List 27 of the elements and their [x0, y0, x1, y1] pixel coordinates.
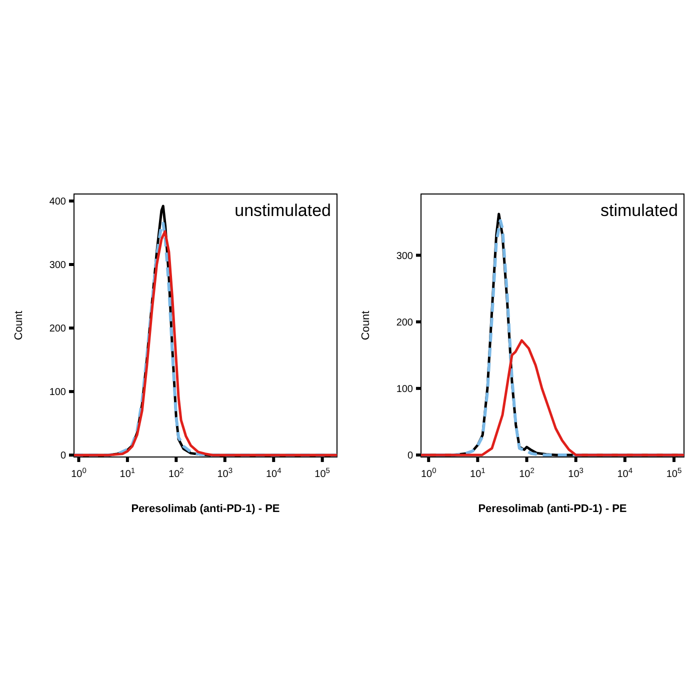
x-tick-label: 10$^{5}$ [666, 466, 682, 480]
y-tick-label: 200 [49, 324, 66, 335]
chart-title: stimulated [600, 201, 678, 220]
x-tick-label: 10$^{1}$ [120, 466, 136, 480]
x-tick-label: 10$^{1}$ [470, 466, 486, 480]
y-tick-label: 300 [49, 260, 66, 272]
x-axis-title: Peresolimab (anti-PD-1) - PE [478, 503, 627, 515]
x-tick-label: 10$^{3}$ [217, 466, 233, 480]
x-axis-title: Peresolimab (anti-PD-1) - PE [131, 503, 280, 515]
x-tick-label: 10$^{3}$ [568, 466, 584, 480]
y-tick-label: 400 [49, 196, 66, 208]
chart-title: unstimulated [234, 201, 331, 220]
y-axis-title: Count [13, 310, 25, 340]
x-tick-label: 10$^{0}$ [71, 466, 86, 480]
y-axis-title: Count [360, 310, 372, 340]
x-tick-label: 10$^{4}$ [266, 466, 282, 480]
y-tick-label: 300 [396, 250, 414, 262]
x-tick-label: 10$^{2}$ [168, 466, 184, 480]
x-tick-label: 10$^{0}$ [420, 466, 436, 480]
y-tick-label: 0 [407, 450, 414, 462]
x-tick-label: 10$^{4}$ [617, 466, 633, 480]
x-tick-label: 10$^{5}$ [314, 466, 330, 480]
y-tick-label: 200 [396, 317, 414, 328]
x-tick-label: 10$^{2}$ [519, 466, 534, 480]
y-tick-label: 0 [60, 450, 66, 462]
y-tick-label: 100 [49, 387, 66, 398]
y-tick-label: 100 [396, 384, 414, 395]
